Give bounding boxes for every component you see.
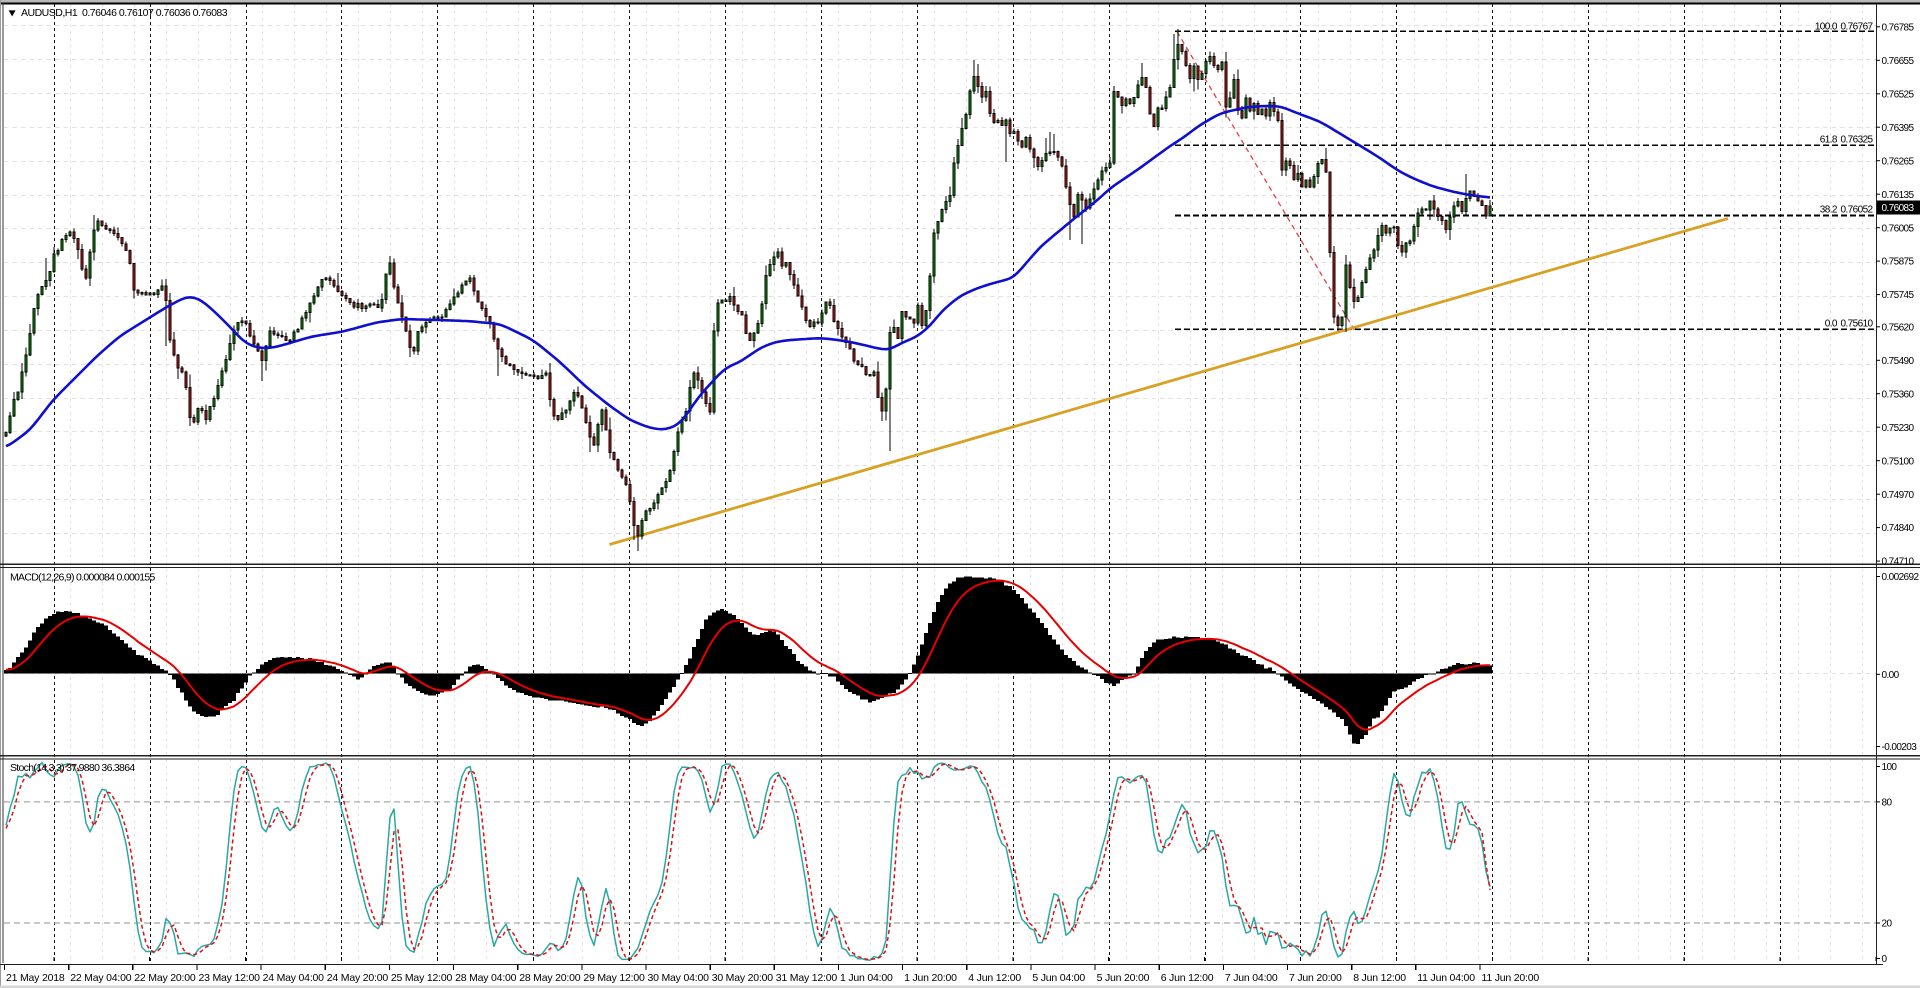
svg-text:0.76655: 0.76655 [1882, 56, 1915, 67]
svg-text:22 May 20:00: 22 May 20:00 [134, 972, 196, 984]
svg-text:80: 80 [1882, 798, 1893, 809]
svg-text:24 May 20:00: 24 May 20:00 [327, 972, 389, 984]
svg-text:0.75100: 0.75100 [1882, 456, 1915, 467]
svg-text:0.76265: 0.76265 [1882, 156, 1915, 167]
svg-text:100.0 0.76767: 100.0 0.76767 [1815, 22, 1874, 33]
svg-text:8 Jun 12:00: 8 Jun 12:00 [1353, 972, 1406, 984]
svg-text:11 Jun 20:00: 11 Jun 20:00 [1482, 972, 1540, 984]
svg-text:11 Jun 04:00: 11 Jun 04:00 [1417, 972, 1475, 984]
svg-text:30 May 04:00: 30 May 04:00 [648, 972, 710, 984]
svg-text:0.75230: 0.75230 [1882, 423, 1915, 434]
svg-text:100: 100 [1882, 762, 1898, 773]
svg-text:28 May 04:00: 28 May 04:00 [455, 972, 517, 984]
svg-text:22 May 04:00: 22 May 04:00 [70, 972, 132, 984]
svg-text:23 May 12:00: 23 May 12:00 [199, 972, 261, 984]
svg-text:0.76083: 0.76083 [1882, 203, 1915, 214]
svg-text:0.75745: 0.75745 [1882, 290, 1915, 301]
svg-text:38.2 0.76052: 38.2 0.76052 [1820, 205, 1874, 216]
svg-text:24 May 04:00: 24 May 04:00 [263, 972, 325, 984]
svg-text:6 Jun 12:00: 6 Jun 12:00 [1161, 972, 1214, 984]
svg-text:1 Jun 04:00: 1 Jun 04:00 [840, 972, 893, 984]
svg-text:29 May 12:00: 29 May 12:00 [583, 972, 645, 984]
svg-text:0.0 0.75610: 0.0 0.75610 [1825, 319, 1874, 330]
svg-text:0: 0 [1882, 954, 1888, 965]
svg-text:0.002692: 0.002692 [1882, 572, 1920, 583]
svg-text:5 Jun 20:00: 5 Jun 20:00 [1097, 972, 1150, 984]
svg-text:31 May 12:00: 31 May 12:00 [776, 972, 838, 984]
svg-text:5 Jun 04:00: 5 Jun 04:00 [1032, 972, 1085, 984]
svg-text:28 May 20:00: 28 May 20:00 [519, 972, 581, 984]
svg-text:0.74970: 0.74970 [1882, 490, 1915, 501]
svg-text:0.00: 0.00 [1882, 670, 1900, 681]
svg-text:0.76525: 0.76525 [1882, 89, 1915, 100]
svg-text:0.76005: 0.76005 [1882, 223, 1915, 234]
svg-text:7 Jun 20:00: 7 Jun 20:00 [1289, 972, 1342, 984]
svg-text:30 May 20:00: 30 May 20:00 [712, 972, 774, 984]
svg-text:0.74710: 0.74710 [1882, 557, 1915, 568]
svg-text:-0.00203: -0.00203 [1882, 742, 1918, 753]
svg-text:0.76395: 0.76395 [1882, 123, 1915, 134]
svg-text:21 May 2018: 21 May 2018 [6, 972, 65, 984]
svg-text:0.75490: 0.75490 [1882, 356, 1915, 367]
svg-text:0.76785: 0.76785 [1882, 22, 1915, 33]
svg-text:MACD(12,26,9) 0.000084 0.00015: MACD(12,26,9) 0.000084 0.000155 [10, 572, 156, 584]
svg-text:20: 20 [1882, 919, 1893, 930]
svg-text:61.8 0.76325: 61.8 0.76325 [1820, 134, 1874, 145]
svg-text:1 Jun 20:00: 1 Jun 20:00 [904, 972, 957, 984]
svg-text:0.75360: 0.75360 [1882, 389, 1915, 400]
svg-text:0.75875: 0.75875 [1882, 257, 1915, 268]
svg-text:AUDUSD,H1 0.76046 0.76107 0.7: AUDUSD,H1 0.76046 0.76107 0.76036 0.7608… [21, 7, 228, 19]
svg-text:0.74840: 0.74840 [1882, 523, 1915, 534]
svg-text:0.75620: 0.75620 [1882, 322, 1915, 333]
svg-text:Stoch(14,3,3) 37.9880 36.3864: Stoch(14,3,3) 37.9880 36.3864 [10, 762, 135, 774]
svg-text:7 Jun 04:00: 7 Jun 04:00 [1225, 972, 1278, 984]
svg-text:25 May 12:00: 25 May 12:00 [391, 972, 453, 984]
svg-text:0.76135: 0.76135 [1882, 190, 1915, 201]
svg-text:4 Jun 12:00: 4 Jun 12:00 [968, 972, 1021, 984]
